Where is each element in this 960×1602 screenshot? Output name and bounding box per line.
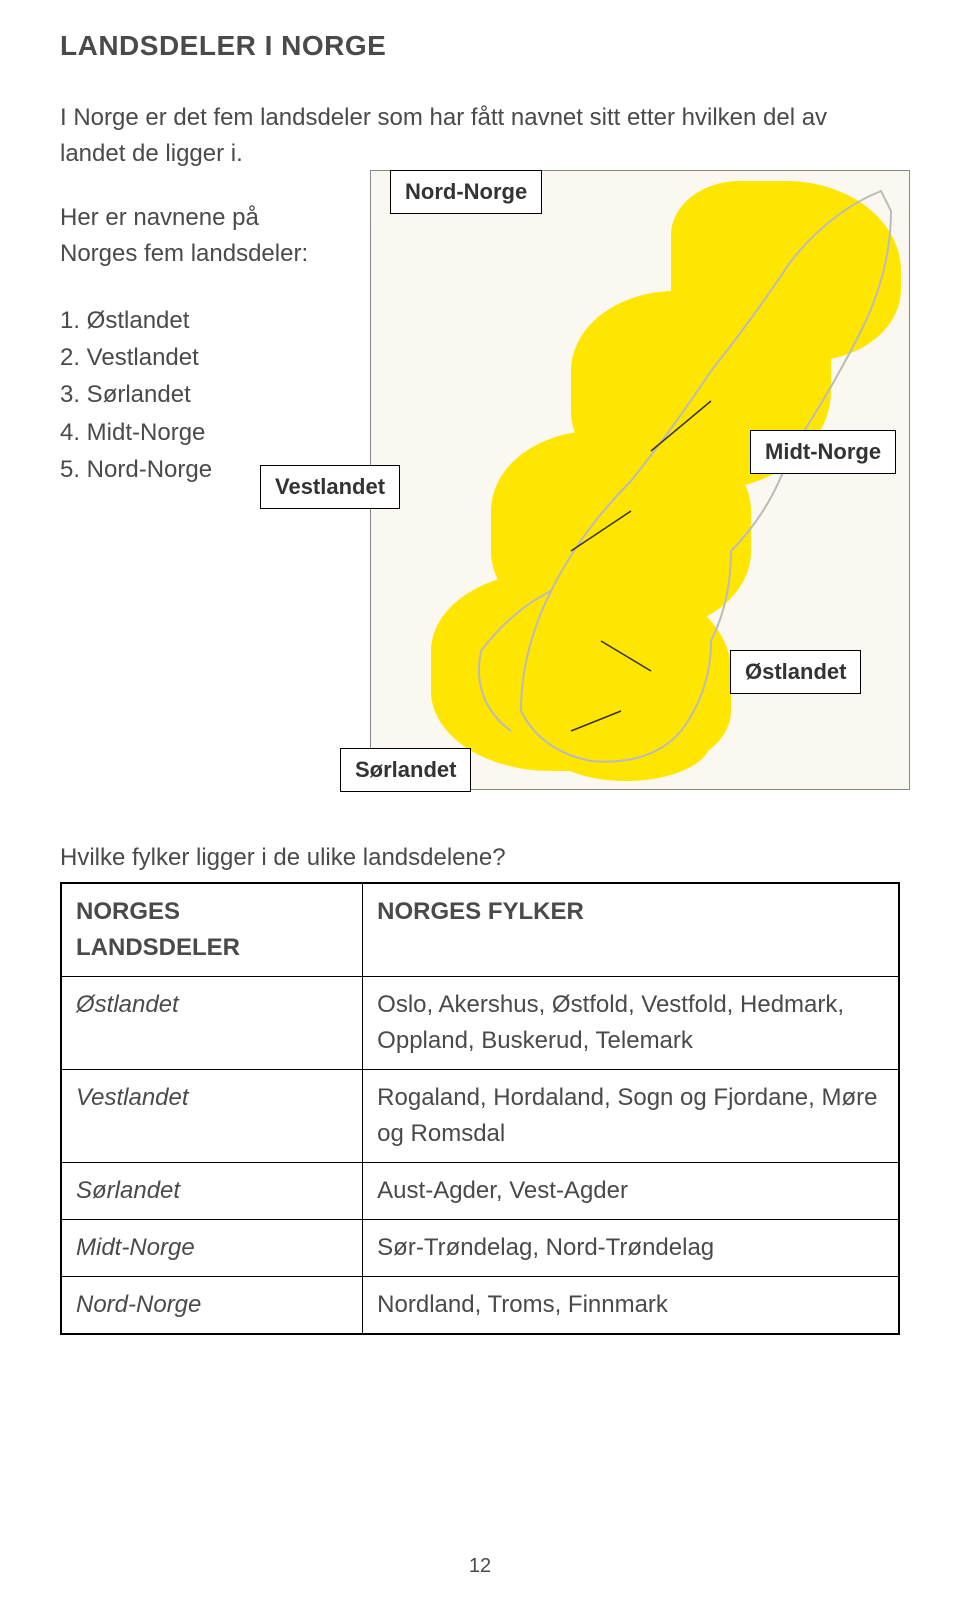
table-row: Midt-Norge Sør-Trøndelag, Nord-Trøndelag	[61, 1220, 899, 1277]
table-cell-region: Midt-Norge	[61, 1220, 363, 1277]
fylker-table: NORGES LANDSDELER NORGES FYLKER Østlande…	[60, 882, 900, 1335]
page-title: LANDSDELER I NORGE	[60, 30, 900, 62]
list-item: 2. Vestlandet	[60, 339, 340, 376]
table-cell-region: Sørlandet	[61, 1163, 363, 1220]
intro-paragraph: I Norge er det fem landsdeler som har få…	[60, 100, 860, 172]
map-label-ostlandet: Østlandet	[730, 650, 861, 694]
map-coastline-icon	[371, 171, 910, 790]
sub-intro: Her er navnene på Norges fem landsdeler:	[60, 200, 340, 272]
table-row: Sørlandet Aust-Agder, Vest-Agder	[61, 1163, 899, 1220]
list-item: 1. Østlandet	[60, 302, 340, 339]
map-label-nord-norge: Nord-Norge	[390, 170, 542, 214]
list-item: 3. Sørlandet	[60, 376, 340, 413]
table-cell-fylker: Rogaland, Hordaland, Sogn og Fjordane, M…	[363, 1070, 899, 1163]
table-cell-region: Nord-Norge	[61, 1277, 363, 1335]
table-header-row: NORGES LANDSDELER NORGES FYLKER	[61, 883, 899, 977]
table-row: Nord-Norge Nordland, Troms, Finnmark	[61, 1277, 899, 1335]
table-cell-fylker: Sør-Trøndelag, Nord-Trøndelag	[363, 1220, 899, 1277]
table-cell-region: Vestlandet	[61, 1070, 363, 1163]
table-header: NORGES LANDSDELER	[61, 883, 363, 977]
page-number: 12	[0, 1555, 960, 1578]
table-cell-fylker: Nordland, Troms, Finnmark	[363, 1277, 899, 1335]
map-and-list-section: Her er navnene på Norges fem landsdeler:…	[60, 200, 900, 830]
table-header: NORGES FYLKER	[363, 883, 899, 977]
table-cell-fylker: Aust-Agder, Vest-Agder	[363, 1163, 899, 1220]
list-item: 4. Midt-Norge	[60, 414, 340, 451]
map-label-vestlandet: Vestlandet	[260, 465, 400, 509]
table-row: Vestlandet Rogaland, Hordaland, Sogn og …	[61, 1070, 899, 1163]
norway-map: Nord-Norge Midt-Norge Vestlandet Østland…	[330, 170, 910, 820]
table-row: Østlandet Oslo, Akershus, Østfold, Vestf…	[61, 977, 899, 1070]
map-label-midt-norge: Midt-Norge	[750, 430, 896, 474]
map-label-sorlandet: Sørlandet	[340, 748, 471, 792]
left-column: Her er navnene på Norges fem landsdeler:…	[60, 200, 340, 488]
table-cell-region: Østlandet	[61, 977, 363, 1070]
map-background	[370, 170, 910, 790]
table-cell-fylker: Oslo, Akershus, Østfold, Vestfold, Hedma…	[363, 977, 899, 1070]
question-text: Hvilke fylker ligger i de ulike landsdel…	[60, 840, 900, 876]
regions-ordered-list: 1. Østlandet 2. Vestlandet 3. Sørlandet …	[60, 302, 340, 488]
